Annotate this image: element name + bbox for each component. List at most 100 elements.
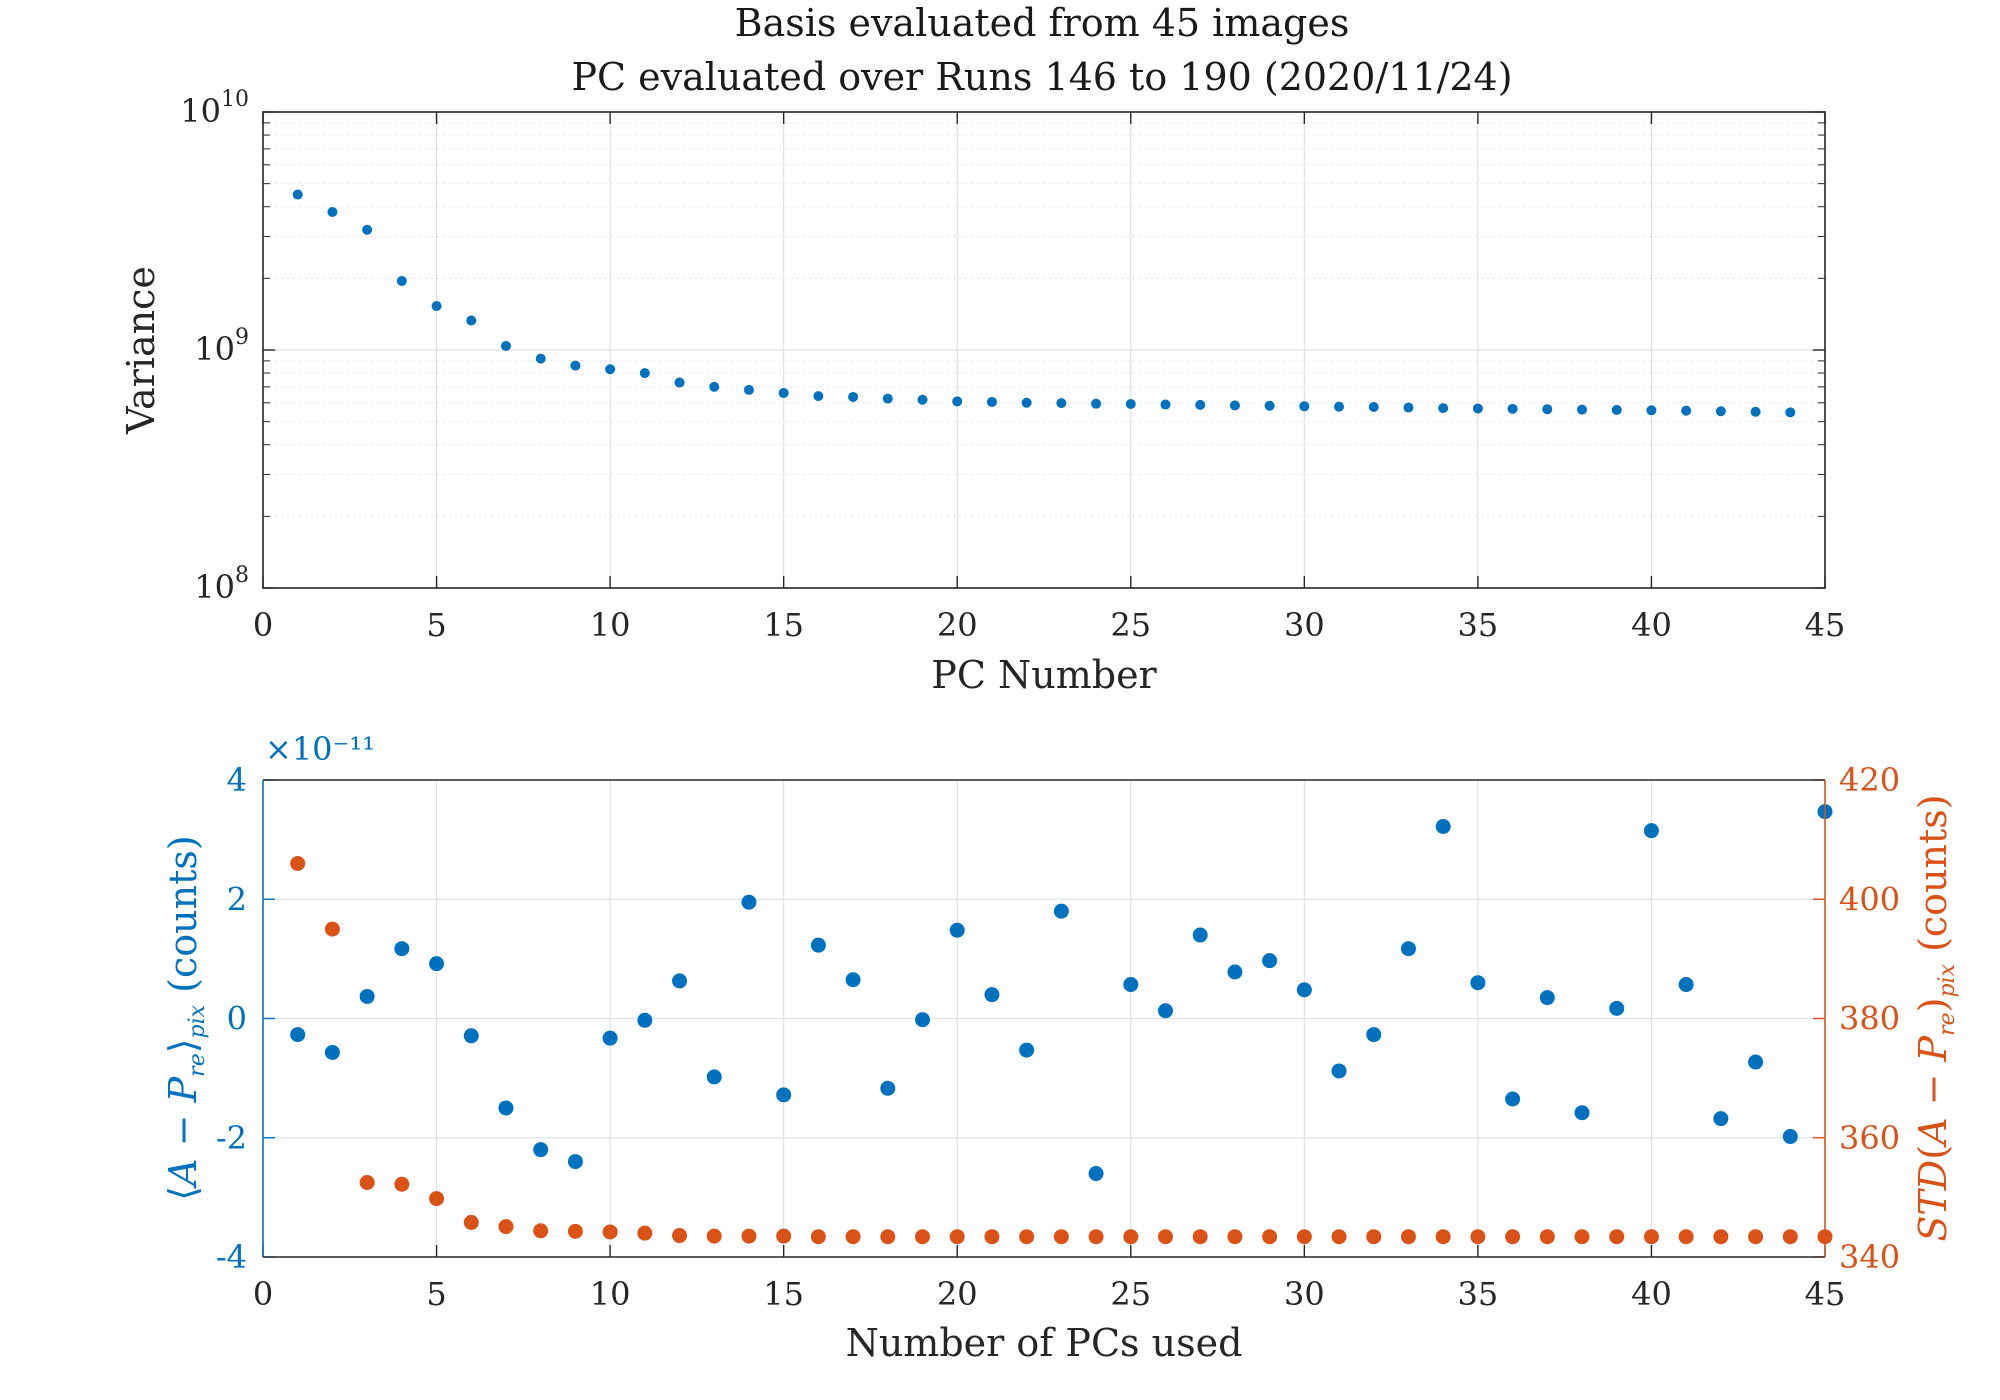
x-tick-label: 0 bbox=[253, 1275, 273, 1313]
x-tick-label: 45 bbox=[1805, 606, 1846, 644]
x-axis-label: PC Number bbox=[931, 653, 1157, 697]
y-axis-label: Variance bbox=[119, 266, 163, 435]
std-residual-point bbox=[1400, 1229, 1416, 1245]
left-y-tick-label: -4 bbox=[216, 1238, 247, 1276]
x-tick-label: 10 bbox=[590, 1275, 631, 1313]
left-label-open: ⟨ bbox=[161, 1186, 205, 1201]
right-y-tick-label: 400 bbox=[1839, 880, 1900, 918]
x-tick-label: 40 bbox=[1631, 606, 1672, 644]
mean-residual-point bbox=[1331, 1063, 1347, 1079]
mean-residual-point bbox=[1574, 1105, 1590, 1121]
std-residual-point bbox=[602, 1224, 618, 1240]
variance-point bbox=[1507, 403, 1518, 414]
variance-point bbox=[1368, 402, 1379, 413]
mean-residual-point bbox=[602, 1030, 618, 1046]
mean-residual-point bbox=[949, 922, 965, 938]
variance-point bbox=[1542, 404, 1553, 415]
residual-axis-ticks: 0 5 10 15 20 25 30 35 40 45 -4 -2 0 2 4 340 360 380 400 420 bbox=[216, 761, 1900, 1313]
variance-point bbox=[1681, 405, 1692, 416]
variance-point bbox=[848, 391, 859, 402]
std-residual-point bbox=[810, 1229, 826, 1245]
variance-point bbox=[674, 377, 685, 388]
variance-point bbox=[500, 340, 511, 351]
mean-residual-series bbox=[290, 804, 1833, 1182]
std-residual-point bbox=[324, 921, 340, 937]
mean-residual-point bbox=[1539, 990, 1555, 1006]
x-tick-label: 35 bbox=[1458, 1275, 1499, 1313]
variance-point bbox=[292, 189, 303, 200]
x-tick-label: 25 bbox=[1110, 606, 1151, 644]
variance-point bbox=[882, 393, 893, 404]
mean-residual-point bbox=[533, 1142, 549, 1158]
right-y-axis-label: STD(A − Pre)pix (counts) bbox=[1911, 794, 1960, 1241]
std-residual-point bbox=[1123, 1229, 1139, 1245]
std-residual-point bbox=[776, 1228, 792, 1244]
y-tick-label: 1010 bbox=[180, 87, 249, 130]
mean-residual-point bbox=[429, 956, 445, 972]
x-tick-label: 5 bbox=[426, 1275, 446, 1313]
variance-point bbox=[1264, 400, 1275, 411]
mean-residual-point bbox=[880, 1080, 896, 1096]
mean-residual-point bbox=[984, 987, 1000, 1003]
mean-residual-point bbox=[810, 937, 826, 953]
variance-point bbox=[605, 364, 616, 375]
mean-residual-point bbox=[394, 941, 410, 957]
mean-residual-point bbox=[1296, 982, 1312, 998]
std-residual-point bbox=[741, 1228, 757, 1244]
std-residual-point bbox=[1782, 1229, 1798, 1245]
std-residual-point bbox=[1539, 1229, 1555, 1245]
std-residual-point bbox=[1227, 1229, 1243, 1245]
variance-point bbox=[1646, 405, 1657, 416]
std-residual-point bbox=[1609, 1229, 1625, 1245]
std-residual-point bbox=[1713, 1229, 1729, 1245]
x-tick-label: 30 bbox=[1284, 606, 1325, 644]
x-tick-label: 20 bbox=[937, 606, 978, 644]
std-residual-series bbox=[290, 855, 1833, 1245]
variance-point bbox=[1299, 401, 1310, 412]
left-y-axis-label: ⟨A − Pre⟩pix (counts) bbox=[161, 835, 210, 1200]
mean-residual-point bbox=[1713, 1111, 1729, 1127]
variance-point bbox=[1438, 403, 1449, 414]
mean-residual-point bbox=[498, 1100, 514, 1116]
std-residual-point bbox=[1192, 1229, 1208, 1245]
variance-point bbox=[327, 207, 338, 218]
variance-point bbox=[396, 275, 407, 286]
variance-point bbox=[952, 396, 963, 407]
std-residual-point bbox=[672, 1228, 688, 1244]
variance-point bbox=[1472, 403, 1483, 414]
x-axis-label-bottom: Number of PCs used bbox=[846, 1321, 1243, 1365]
variance-point bbox=[1021, 397, 1032, 408]
mean-residual-point bbox=[1400, 941, 1416, 957]
std-residual-point bbox=[915, 1229, 931, 1245]
mean-residual-point bbox=[359, 988, 375, 1004]
variance-grid bbox=[263, 112, 1825, 588]
variance-point bbox=[1091, 398, 1102, 409]
std-residual-point bbox=[1019, 1229, 1035, 1245]
x-tick-label: 15 bbox=[763, 1275, 804, 1313]
variance-point bbox=[709, 381, 720, 392]
variance-point bbox=[917, 394, 928, 405]
mean-residual-point bbox=[915, 1012, 931, 1028]
mean-residual-point bbox=[1748, 1054, 1764, 1070]
variance-point bbox=[1125, 399, 1136, 410]
std-residual-point bbox=[567, 1223, 583, 1239]
x-tick-label: 40 bbox=[1631, 1275, 1672, 1313]
left-axis-multiplier: ×10⁻¹¹ bbox=[265, 730, 375, 768]
variance-point bbox=[362, 224, 373, 235]
variance-series bbox=[292, 189, 1796, 418]
left-y-tick-label: -2 bbox=[216, 1119, 247, 1157]
variance-point bbox=[431, 301, 442, 312]
variance-point bbox=[1611, 404, 1622, 415]
residual-chart: 0 5 10 15 20 25 30 35 40 45 -4 -2 0 2 4 340 360 380 400 420… bbox=[161, 730, 1960, 1365]
x-tick-label: 10 bbox=[590, 606, 631, 644]
left-y-tick-label: 0 bbox=[227, 1000, 247, 1038]
mean-residual-point bbox=[1088, 1166, 1104, 1182]
std-residual-point bbox=[290, 855, 306, 871]
std-residual-point bbox=[359, 1174, 375, 1190]
mean-residual-point bbox=[567, 1154, 583, 1170]
left-y-tick-label: 2 bbox=[227, 880, 247, 918]
right-y-tick-label: 340 bbox=[1839, 1238, 1900, 1276]
std-residual-point bbox=[984, 1229, 1000, 1245]
mean-residual-point bbox=[1227, 964, 1243, 980]
std-residual-point bbox=[1505, 1229, 1521, 1245]
